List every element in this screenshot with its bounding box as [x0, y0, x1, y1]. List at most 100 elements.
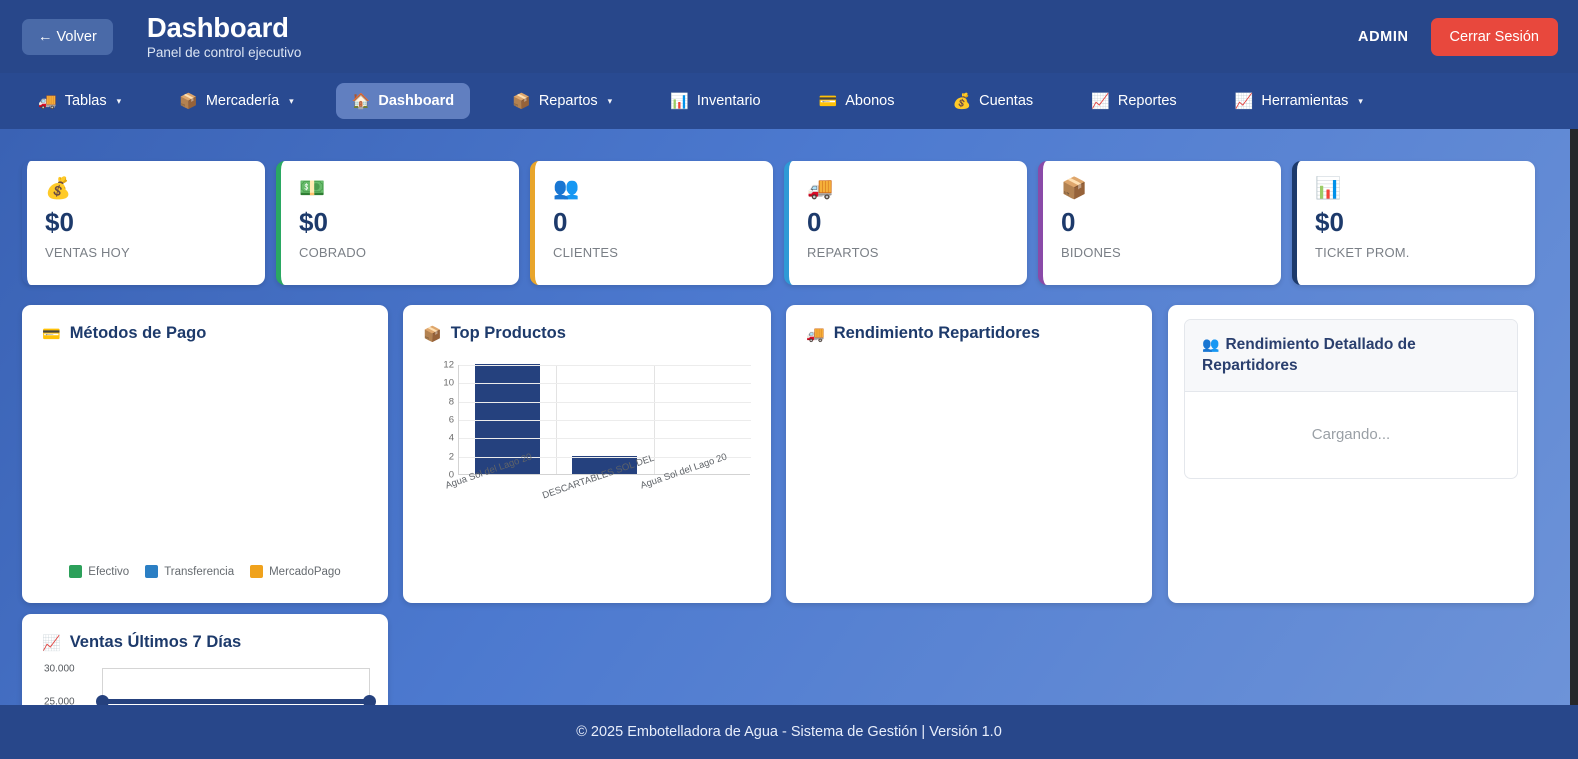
credit-card-icon: 💳	[42, 325, 61, 343]
legend-label: MercadoPago	[269, 565, 341, 578]
stat-label: BIDONES	[1061, 245, 1121, 260]
money-bag-icon: 💰	[952, 92, 972, 110]
line-chart-point	[363, 695, 376, 705]
gridline	[459, 420, 751, 421]
panel-title-top-productos: 📦 Top Productos	[403, 305, 771, 343]
banknote-icon: 💵	[299, 177, 326, 200]
page-title: Dashboard	[146, 11, 289, 43]
package-icon: 📦	[1061, 177, 1088, 200]
vertical-scrollbar[interactable]	[1570, 129, 1578, 705]
stat-card-repartos[interactable]: 🚚 0 REPARTOS	[784, 161, 1027, 285]
panel-title-ventas: 📈 Ventas Últimos 7 Días	[22, 614, 388, 652]
back-button[interactable]: ← Volver	[22, 18, 113, 55]
legend-swatch	[145, 565, 159, 578]
chevron-down-icon: ▾	[289, 95, 294, 106]
stat-label: VENTAS HOY	[45, 245, 130, 260]
nav-item-tablas[interactable]: 🚚 Tablas ▾	[22, 83, 137, 119]
gridline	[459, 383, 751, 385]
bar-chart-icon: 📊	[1315, 177, 1342, 200]
stat-card-ventashoy[interactable]: 💰 $0 VENTAS HOY	[22, 161, 265, 285]
legend-swatch	[250, 565, 264, 578]
money-bag-icon: 💰	[45, 177, 72, 200]
nav-item-label: Abonos	[845, 93, 895, 109]
line-chart-left-axis	[102, 668, 103, 702]
nav-item-reportes[interactable]: 📈 Reportes	[1075, 83, 1193, 119]
legend-swatch	[69, 565, 83, 578]
header-actions: ADMIN Cerrar Sesión	[1358, 17, 1558, 56]
detalle-sub-card-body: Cargando...	[1185, 392, 1517, 478]
page-header: ← Volver Dashboard Panel de control ejec…	[0, 0, 1578, 73]
nav-item-label: Cuentas	[979, 93, 1034, 109]
nav-item-inventario[interactable]: 📊 Inventario	[654, 83, 776, 119]
nav-item-label: Mercadería	[205, 93, 280, 109]
detalle-title: 👥 Rendimiento Detallado de Repartidores	[1202, 335, 1500, 377]
main-navigation: 🚚 Tablas ▾ 📦 Mercadería ▾ 🏠 Dashboard 📦 Repartos ▾…	[0, 73, 1578, 129]
stat-card-clientes[interactable]: 👥 0 CLIENTES	[530, 161, 773, 285]
payment-legend: Efectivo Transferencia MercadoPago	[22, 565, 388, 578]
stat-value: 0	[807, 207, 822, 237]
stat-value: $0	[1315, 207, 1344, 237]
panel-rendimiento-repartidores: 🚚 Rendimiento Repartidores	[786, 305, 1152, 603]
legend-item[interactable]: MercadoPago	[250, 565, 341, 578]
gridline	[653, 365, 655, 474]
truck-icon: 🚚	[38, 92, 57, 110]
ventas-line-chart: 25.000 30.000	[44, 664, 376, 706]
panel-title-text: Top Productos	[450, 324, 566, 342]
logout-button[interactable]: Cerrar Sesión	[1430, 17, 1558, 56]
panel-title-metodos: 💳 Métodos de Pago	[22, 305, 388, 343]
stat-cards-row: 💰 $0 VENTAS HOY 💵 $0 COBRADO 👥 0 CLIENTES 🚚 0 REPAR…	[22, 161, 1535, 285]
chevron-down-icon: ▾	[116, 95, 122, 106]
stat-value: $0	[45, 207, 74, 237]
nav-item-dashboard[interactable]: 🏠 Dashboard	[335, 83, 471, 119]
stat-value: 0	[553, 207, 568, 237]
y-axis-tick-label: 10	[443, 377, 454, 389]
line-chart-top-gridline	[102, 668, 370, 669]
detalle-title-text: Rendimiento Detallado de Repartidores	[1202, 336, 1416, 374]
page-footer: © 2025 Embotelladora de Agua - Sistema d…	[0, 705, 1578, 759]
package-icon: 📦	[512, 92, 531, 110]
table-row[interactable]	[572, 455, 637, 474]
nav-item-cuentas[interactable]: 💰 Cuentas	[936, 83, 1049, 119]
y-axis-tick-label: 4	[448, 432, 454, 444]
y-axis-tick-label: 6	[448, 414, 454, 426]
title-block: Dashboard Panel de control ejecutivo	[146, 11, 302, 60]
bar-chart-bars	[459, 364, 750, 474]
panel-title-text: Ventas Últimos 7 Días	[69, 633, 242, 651]
legend-item[interactable]: Transferencia	[145, 565, 234, 578]
line-chart-series	[102, 699, 370, 704]
y-axis-tick-label: 25.000	[44, 696, 75, 706]
bar-slot	[556, 365, 653, 474]
people-icon: 👥	[1202, 336, 1220, 352]
stat-label: CLIENTES	[553, 245, 619, 260]
panel-title-text: Métodos de Pago	[69, 324, 207, 342]
panel-metodos-de-pago: 💳 Métodos de Pago Efectivo Transferencia M…	[22, 305, 388, 603]
nav-item-abonos[interactable]: 💳 Abonos	[803, 83, 911, 119]
legend-item[interactable]: Efectivo	[69, 565, 129, 578]
loading-text: Cargando...	[1311, 426, 1391, 444]
panel-title-text: Rendimiento Repartidores	[833, 324, 1040, 342]
stat-card-ticketprom[interactable]: 📊 $0 TICKET PROM.	[1292, 161, 1535, 285]
y-axis-tick-label: 2	[448, 451, 454, 463]
stat-label: TICKET PROM.	[1315, 245, 1410, 260]
stat-label: COBRADO	[299, 245, 367, 260]
stat-value: 0	[1061, 207, 1076, 237]
panel-top-productos: 📦 Top Productos 0 2 4 6 8 10 12 Agua Sol del L…	[403, 305, 771, 603]
y-axis-tick-label: 30.000	[44, 663, 75, 675]
table-row[interactable]	[475, 364, 540, 474]
stat-card-cobrado[interactable]: 💵 $0 COBRADO	[276, 161, 519, 285]
detalle-sub-card-header: 👥 Rendimiento Detallado de Repartidores	[1185, 320, 1517, 392]
nav-item-herramientas[interactable]: 📈 Herramientas ▾	[1219, 83, 1379, 119]
nav-item-label: Repartos	[538, 93, 598, 109]
nav-item-label: Reportes	[1117, 93, 1177, 109]
chevron-down-icon: ▾	[1358, 95, 1363, 106]
y-axis-tick-label: 8	[448, 396, 454, 408]
detalle-sub-card: 👥 Rendimiento Detallado de Repartidores C…	[1184, 319, 1518, 479]
stat-card-bidones[interactable]: 📦 0 BIDONES	[1038, 161, 1281, 285]
y-axis-tick-label: 12	[443, 359, 454, 371]
truck-icon: 🚚	[807, 177, 834, 200]
credit-card-icon: 💳	[818, 92, 838, 110]
nav-item-repartos[interactable]: 📦 Repartos ▾	[496, 83, 628, 119]
line-chart-point	[96, 695, 109, 705]
nav-item-mercadera[interactable]: 📦 Mercadería ▾	[163, 83, 310, 119]
